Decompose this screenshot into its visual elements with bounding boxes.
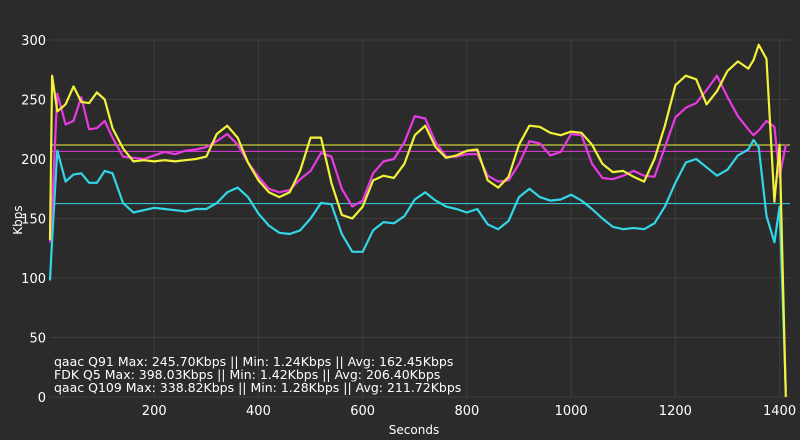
x-axis-ticks: 200 400 600 800 1000 1200 1400: [142, 404, 796, 419]
legend-entry-0: qaac Q91 Max: 245.70Kbps || Min: 1.24Kbp…: [54, 354, 453, 369]
x-tick-label-6: 1400: [763, 404, 796, 419]
y-tick-label-3: 150: [21, 213, 46, 228]
y-axis-ticks: 0 50 100 150 200 250 300: [21, 34, 46, 406]
x-tick-label-2: 600: [350, 404, 375, 419]
x-tick-label-5: 1200: [659, 404, 692, 419]
legend-entry-1: FDK Q5 Max: 398.03Kbps || Min: 1.42Kbps …: [54, 367, 440, 382]
x-tick-label-4: 1000: [555, 404, 588, 419]
x-tick-label-1: 400: [246, 404, 271, 419]
series-group: [48, 43, 790, 398]
x-tick-label-3: 800: [454, 404, 479, 419]
legend: qaac Q91 Max: 245.70Kbps || Min: 1.24Kbp…: [54, 354, 461, 395]
x-axis-label: Seconds: [389, 423, 439, 437]
x-tick-label-0: 200: [142, 404, 167, 419]
legend-entry-2: qaac Q109 Max: 338.82Kbps || Min: 1.28Kb…: [54, 380, 461, 395]
series-line-1: [48, 74, 787, 243]
y-tick-label-2: 100: [21, 272, 46, 287]
y-axis-label: Kbps: [11, 205, 25, 234]
y-tick-label-4: 200: [21, 153, 46, 168]
series-line-2: [48, 43, 787, 398]
grid: [50, 39, 790, 398]
y-tick-label-6: 300: [21, 34, 46, 49]
y-tick-label-1: 50: [29, 332, 46, 347]
y-tick-label-0: 0: [38, 391, 46, 406]
y-tick-label-5: 250: [21, 94, 46, 109]
series-line-0: [48, 138, 787, 392]
